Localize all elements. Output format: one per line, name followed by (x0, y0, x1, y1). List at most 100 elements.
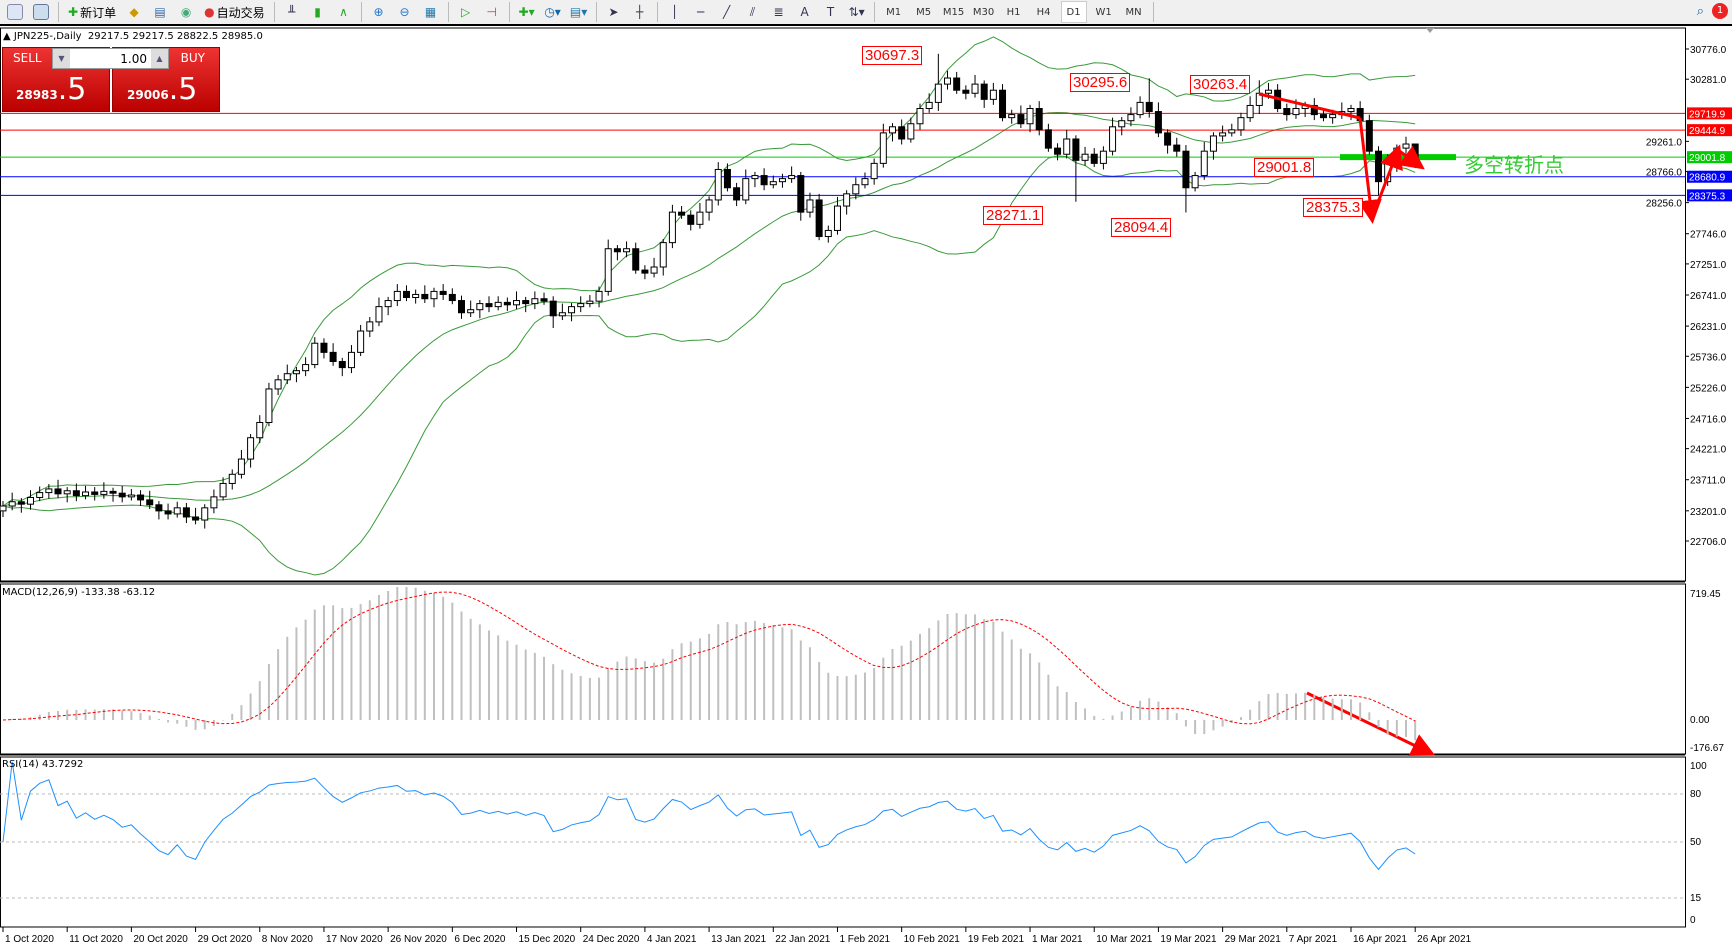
periods-icon[interactable]: ◷▾ (544, 5, 561, 19)
auto-trading-icon: ● (204, 5, 215, 19)
fibonacci-icon[interactable]: ≣ (773, 5, 784, 19)
price-label[interactable]: 28375.3 (1303, 198, 1364, 217)
candlestick-icon[interactable]: ▮ (314, 5, 321, 19)
rsi-line (2, 761, 1416, 871)
pivot-annotation[interactable]: 多空转折点 (1464, 153, 1564, 177)
timeframe-mn[interactable]: MN (1125, 6, 1142, 18)
price-label[interactable]: 29001.8 (1254, 158, 1315, 177)
candle (1090, 153, 1098, 164)
macd-tick-label: 719.45 (1690, 589, 1721, 600)
candle (1054, 147, 1062, 155)
candle (577, 303, 585, 308)
y-tick-label: 23201.0 (1690, 507, 1727, 518)
separator (447, 2, 449, 22)
candle (458, 300, 465, 314)
candle (1063, 138, 1071, 155)
meta-editor-icon[interactable]: ◆ (129, 5, 139, 19)
crosshair-icon[interactable]: ┼ (635, 5, 644, 19)
macd-tick-label: -176.67 (1690, 743, 1724, 754)
timeframe-m5[interactable]: M5 (916, 6, 932, 18)
text-label-icon[interactable]: T (826, 5, 835, 19)
candle (503, 301, 511, 306)
timeframe-h1[interactable]: H1 (1006, 6, 1021, 18)
notification-badge[interactable]: 1 (1712, 3, 1728, 19)
templates-icon[interactable]: ▤▾ (569, 5, 588, 19)
separator (58, 2, 59, 22)
x-tick-label: 29 Oct 2020 (198, 934, 253, 945)
candle (971, 83, 979, 94)
price-label[interactable]: 30295.6 (1070, 73, 1131, 92)
candle (1200, 150, 1208, 177)
navigator-icon[interactable]: ▤ (154, 5, 166, 19)
price-label-high[interactable]: 30697.3 (862, 46, 923, 65)
candle (650, 266, 658, 274)
price-label[interactable]: 30263.4 (1190, 75, 1251, 94)
horizontal-line-icon[interactable]: ─ (696, 5, 705, 19)
candle (164, 510, 172, 515)
candle (182, 507, 190, 518)
timeframe-m30[interactable]: M30 (972, 6, 995, 18)
candle (925, 101, 933, 110)
timeframe-h4[interactable]: H4 (1036, 6, 1051, 18)
price-label[interactable]: 28094.4 (1111, 218, 1172, 237)
candle (705, 199, 713, 213)
search-icon[interactable]: ⌕ (1696, 3, 1704, 19)
timeframe-m1[interactable]: M1 (886, 6, 902, 18)
trendline-icon[interactable]: ╱ (722, 5, 731, 19)
timeframe-w1[interactable]: W1 (1095, 6, 1112, 18)
auto-trading-button[interactable]: ● 自动交易 (204, 5, 265, 20)
arrows-icon[interactable]: ⇅▾ (848, 5, 865, 19)
bar-chart-icon[interactable]: ╨ (287, 5, 296, 19)
line-chart-icon[interactable]: ∧ (339, 5, 348, 19)
buy-label: BUY (180, 51, 205, 65)
candle (815, 199, 823, 238)
y-tick-label: 24221.0 (1690, 445, 1727, 456)
candle (843, 193, 851, 207)
vertical-line-icon[interactable]: │ (670, 5, 679, 19)
candle (1164, 132, 1172, 146)
candle (476, 303, 484, 311)
indicators-icon[interactable]: ✚▾ (518, 5, 535, 19)
candle (1365, 120, 1373, 152)
sell-price-pips: .5 (57, 72, 87, 107)
candle (1347, 108, 1355, 113)
rsi-tick-label: 50 (1690, 837, 1702, 848)
new-chart-icon[interactable] (4, 1, 26, 23)
equidistant-channel-icon[interactable]: ⫽ (749, 4, 756, 19)
collapse-triangle-icon[interactable]: ▲ (3, 31, 14, 42)
text-icon[interactable]: A (800, 5, 809, 19)
candle (329, 351, 337, 363)
candle (1219, 132, 1227, 137)
price-label[interactable]: 28271.1 (983, 206, 1044, 225)
candle (91, 491, 99, 495)
timeframe-d1[interactable]: D1 (1060, 1, 1087, 23)
candle (898, 126, 906, 140)
candle (962, 89, 970, 94)
lot-size-stepper[interactable]: ▼ 1.00 ▲ (52, 48, 169, 69)
y-tick-label: 23711.0 (1690, 476, 1726, 487)
x-tick-label: 29 Mar 2021 (1225, 934, 1282, 945)
price-axis-label: 29001.8 (1689, 153, 1726, 164)
chart-shift-icon[interactable]: ⊣ (486, 5, 497, 19)
lot-increase-icon[interactable]: ▲ (151, 49, 168, 68)
auto-scroll-icon[interactable]: ▷ (460, 5, 471, 19)
tile-windows-icon[interactable]: ▦ (424, 5, 437, 19)
candle (861, 178, 869, 186)
timeframe-m15[interactable]: M15 (942, 6, 965, 18)
lot-decrease-icon[interactable]: ▼ (53, 49, 70, 68)
candle (1246, 104, 1254, 119)
zoom-chart-icon[interactable] (30, 1, 52, 23)
zoom-in-icon[interactable]: ⊕ (373, 5, 384, 19)
new-order-button[interactable]: ✚ 新订单 (68, 5, 117, 20)
zoom-out-icon[interactable]: ⊖ (399, 5, 410, 19)
signals-icon[interactable]: ◉ (180, 5, 192, 19)
lot-size-input[interactable]: 1.00 (120, 51, 147, 66)
cursor-icon[interactable]: ➤ (608, 5, 619, 19)
trend-arrow (1357, 117, 1382, 224)
candle (944, 77, 952, 85)
candle (1081, 153, 1089, 161)
x-tick-label: 24 Dec 2020 (583, 934, 640, 945)
candle (8, 501, 16, 507)
price-axis-label: 29444.9 (1689, 126, 1726, 137)
